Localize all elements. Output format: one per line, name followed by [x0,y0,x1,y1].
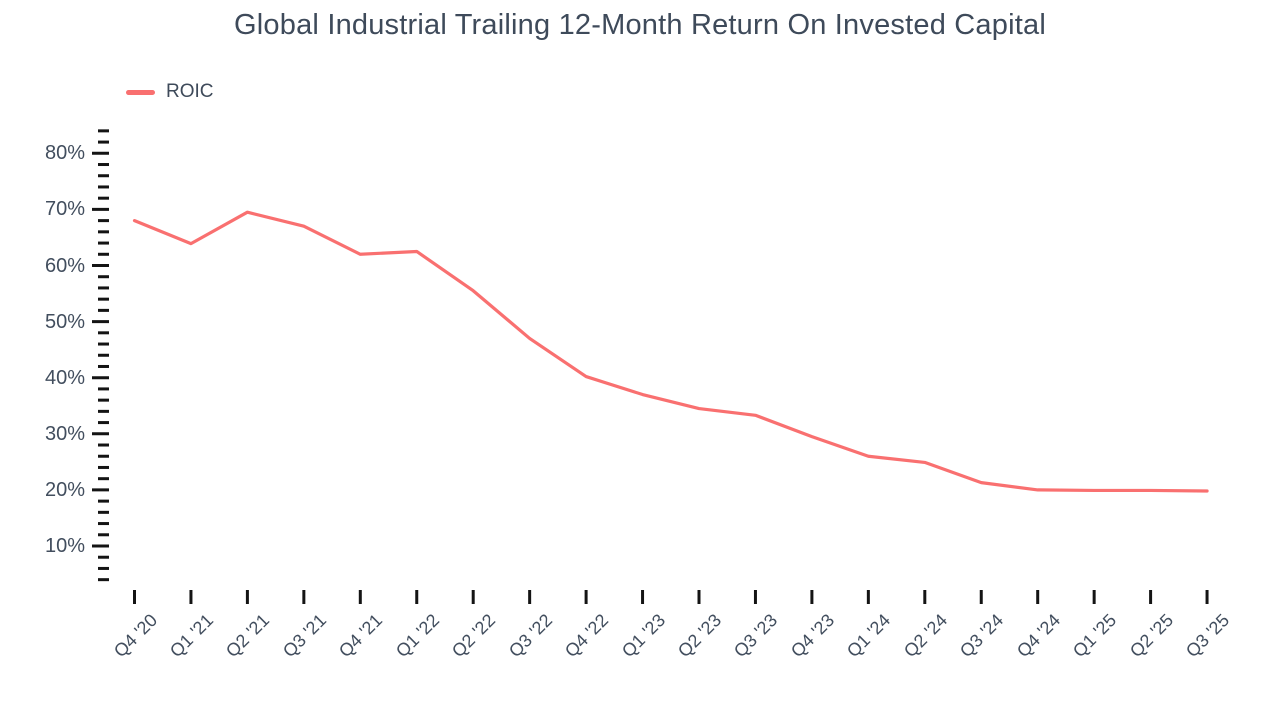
y-axis-label: 20% [44,478,85,501]
y-axis-label: 80% [44,142,85,165]
y-axis-label: 50% [44,310,85,333]
y-axis-label: 40% [44,366,85,389]
roic-line-series [132,210,1209,493]
y-axis-label: 10% [44,535,85,557]
y-axis-label: 30% [44,422,85,445]
chart-title: Global Industrial Trailing 12-Month Retu… [234,9,1046,41]
legend-label-roic: ROIC [166,81,214,102]
y-axis-label: 70% [44,198,85,221]
y-axis-label: 60% [44,254,85,277]
roic-series-swatch-icon [126,89,155,95]
legend: ROIC [126,79,214,105]
